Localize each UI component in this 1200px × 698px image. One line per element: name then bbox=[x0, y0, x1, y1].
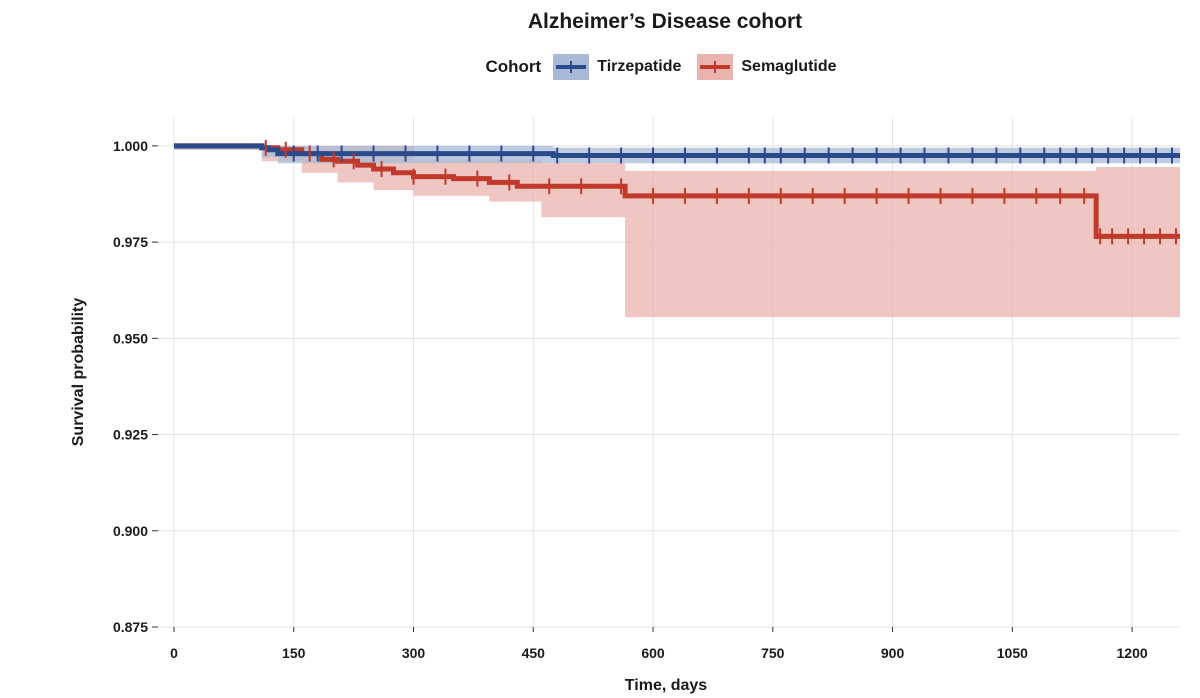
survival-curves bbox=[173, 143, 1180, 239]
legend-item-tirzepatide[interactable]: Tirzepatide bbox=[553, 54, 681, 80]
legend-label-tirzepatide: Tirzepatide bbox=[597, 58, 682, 75]
chart-title: Alzheimer’s Disease cohort bbox=[527, 10, 803, 33]
legend-key-tirzepatide bbox=[553, 54, 590, 80]
censor-marks bbox=[264, 139, 1178, 245]
x-tick-label: 300 bbox=[402, 645, 426, 661]
x-axis-title: Time, days bbox=[625, 677, 708, 694]
survival-curve-tirzepatide bbox=[173, 143, 1180, 158]
x-tick-label: 1200 bbox=[1117, 645, 1148, 661]
survival-curve-semaglutide bbox=[173, 143, 1180, 239]
legend-key-semaglutide bbox=[697, 54, 734, 80]
confidence-bands bbox=[173, 145, 1180, 318]
x-tick-label: 0 bbox=[170, 645, 178, 661]
legend-censor-semaglutide bbox=[714, 61, 717, 73]
x-tick-label: 150 bbox=[282, 645, 306, 661]
legend: Cohort Tirzepatide Semaglutide bbox=[0, 54, 1200, 80]
grid bbox=[158, 117, 1180, 628]
ci-band-semaglutide bbox=[173, 145, 1180, 318]
y-tick-label: 0.925 bbox=[113, 427, 148, 443]
y-tick-label: 0.950 bbox=[113, 330, 148, 346]
legend-censor-tirzepatide bbox=[570, 61, 573, 73]
y-tick-label: 0.875 bbox=[113, 619, 148, 635]
y-axis-title: Survival probability bbox=[70, 298, 87, 447]
x-tick-label: 900 bbox=[881, 645, 905, 661]
x-tick-label: 750 bbox=[761, 645, 785, 661]
x-tick-label: 1050 bbox=[997, 645, 1028, 661]
y-tick-label: 0.900 bbox=[113, 523, 148, 539]
x-tick-label: 450 bbox=[522, 645, 546, 661]
legend-item-semaglutide[interactable]: Semaglutide bbox=[697, 54, 837, 80]
axes: 0 150 300 450 600 750 900 1050 1200 0.875 0.900 0.9… bbox=[113, 138, 1148, 661]
legend-title: Cohort bbox=[485, 57, 542, 76]
legend-label-semaglutide: Semaglutide bbox=[741, 58, 837, 75]
y-tick-label: 0.975 bbox=[113, 234, 148, 250]
y-tick-label: 1.000 bbox=[113, 138, 148, 154]
x-tick-label: 600 bbox=[641, 645, 665, 661]
